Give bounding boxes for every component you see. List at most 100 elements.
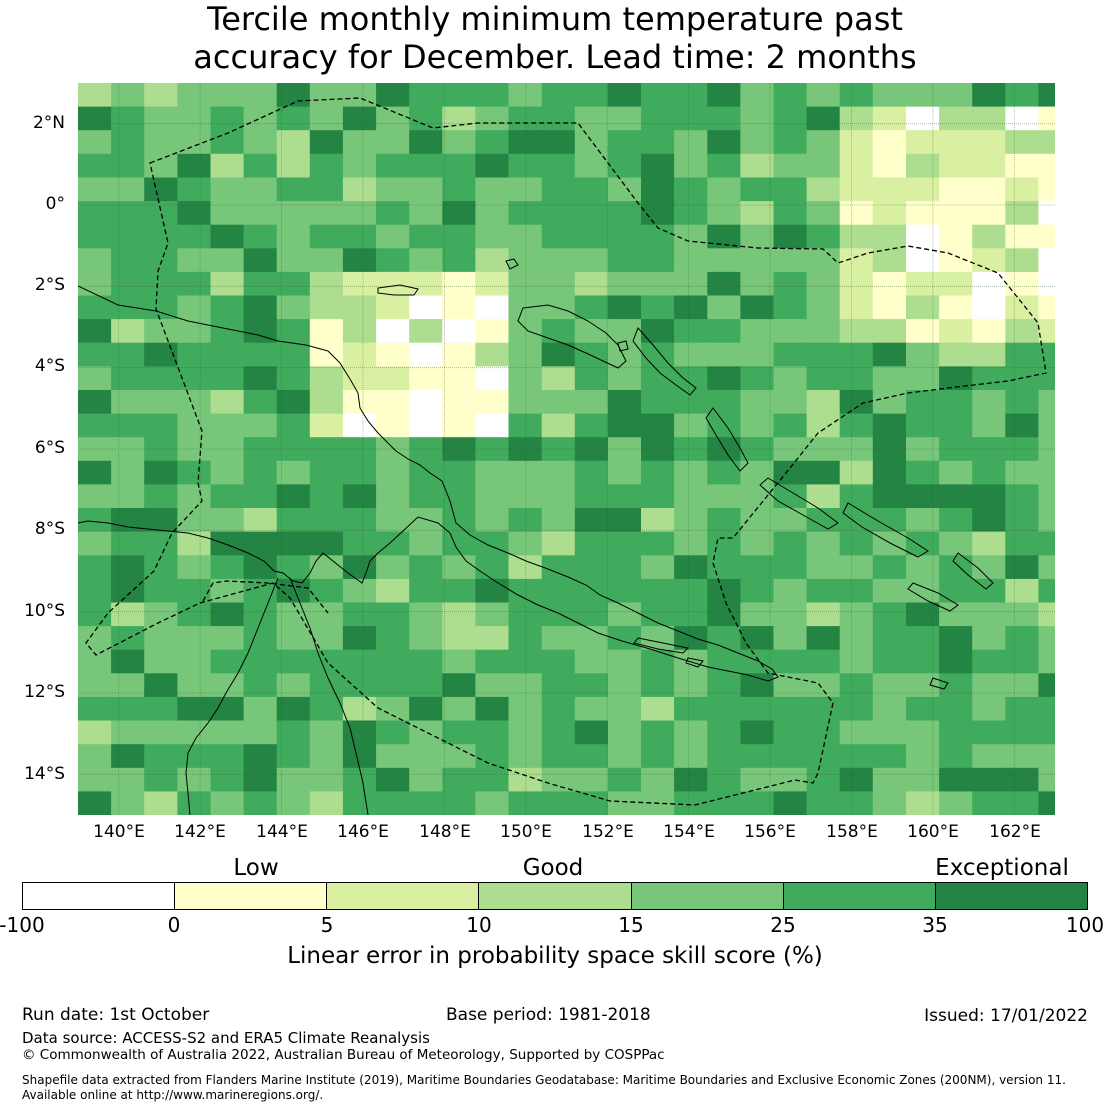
grid-cell <box>1005 696 1039 722</box>
grid-cell <box>111 767 145 792</box>
grid-cell <box>243 744 278 769</box>
grid-cell <box>409 83 443 108</box>
lat-label-12s: 12°S <box>24 682 65 702</box>
grid-cell <box>906 224 940 249</box>
grid-cell <box>906 248 940 273</box>
grid-cell <box>475 696 510 722</box>
grid-cell <box>541 484 576 509</box>
grid-cell <box>442 271 476 297</box>
grid-cell <box>111 366 145 391</box>
grid-cell <box>376 696 410 722</box>
grid-cell <box>111 295 145 320</box>
grid-cell <box>78 437 112 462</box>
grid-cell <box>442 626 476 651</box>
grid-cell <box>276 437 311 462</box>
grid-cell <box>641 437 675 462</box>
grid-cell <box>541 531 576 556</box>
grid-cell <box>508 673 543 698</box>
grid-cell <box>674 153 708 178</box>
grid-cell <box>342 83 377 108</box>
grid-cell <box>872 531 907 556</box>
grid-cell <box>376 201 410 226</box>
grid-cell <box>508 271 543 297</box>
grid-cell <box>409 295 443 320</box>
grid-cell <box>607 366 642 391</box>
grid-cell <box>574 248 609 273</box>
grid-cell <box>508 508 543 533</box>
grid-cell <box>641 696 675 722</box>
grid-cell <box>210 696 245 722</box>
grid-cell <box>442 224 476 249</box>
grid-cell <box>1038 791 1055 815</box>
grid-cell <box>409 130 443 155</box>
grid-cell <box>243 248 278 273</box>
grid-cell <box>839 153 874 178</box>
grid-cell <box>309 390 344 415</box>
grid-cell <box>740 767 775 792</box>
grid-cell <box>641 153 675 178</box>
grid-cell <box>872 626 907 651</box>
colorbar-segment-4 <box>479 883 632 909</box>
grid-cell <box>342 248 377 273</box>
grid-cell <box>144 366 178 391</box>
grid-cell <box>1038 744 1055 769</box>
grid-cell <box>1038 484 1055 509</box>
grid-cell <box>806 295 841 320</box>
grid-cell <box>210 201 245 226</box>
grid-cell <box>342 177 377 202</box>
grid-cell <box>243 460 278 485</box>
issued-date: Issued: 17/01/2022 <box>924 1006 1088 1026</box>
grid-cell <box>541 130 576 155</box>
grid-cell <box>508 744 543 769</box>
lon-label-146e: 146°E <box>337 822 389 842</box>
grid-cell <box>872 248 907 273</box>
grid-cell <box>376 673 410 698</box>
grid-cell <box>508 201 543 226</box>
grid-cell <box>210 602 245 627</box>
grid-cell <box>177 177 212 202</box>
grid-cell <box>541 366 576 391</box>
grid-cell <box>342 508 377 533</box>
grid-cell <box>409 437 443 462</box>
grid-cell <box>574 555 609 580</box>
colorbar-tick-10: 10 <box>466 913 492 937</box>
grid-cell <box>1038 696 1055 722</box>
grid-cell <box>839 295 874 320</box>
grid-cell <box>144 649 178 674</box>
grid-cell <box>210 413 245 438</box>
grid-cell <box>111 201 145 226</box>
grid-cell <box>740 413 775 438</box>
lat-label-0: 0° <box>45 194 65 214</box>
grid-cell <box>541 413 576 438</box>
grid-cell <box>376 791 410 815</box>
grid-cell <box>541 578 576 604</box>
grid-cell <box>839 484 874 509</box>
colorbar-segment-7 <box>935 883 1087 909</box>
grid-cell <box>309 201 344 226</box>
grid-cell <box>111 130 145 155</box>
grid-cell <box>78 744 112 769</box>
cape-york-east-coastline <box>289 577 369 815</box>
grid-cell <box>872 413 907 438</box>
grid-cell <box>342 673 377 698</box>
grid-cell <box>906 649 940 674</box>
grid-cell <box>144 153 178 178</box>
grid-cell <box>442 649 476 674</box>
grid-cell <box>574 744 609 769</box>
grid-cell <box>773 342 808 367</box>
grid-cell <box>972 626 1006 651</box>
grid-cell <box>111 177 145 202</box>
grid-cell <box>177 602 212 627</box>
grid-cell <box>674 484 708 509</box>
grid-cell <box>872 342 907 367</box>
grid-cell <box>972 366 1006 391</box>
grid-cell <box>740 744 775 769</box>
grid-cell <box>409 720 443 745</box>
grid-cell <box>210 271 245 297</box>
grid-cell <box>276 720 311 745</box>
grid-cell <box>309 413 344 438</box>
grid-cell <box>1005 460 1039 485</box>
grid-cell <box>574 460 609 485</box>
grid-cell <box>707 342 741 367</box>
colorbar-title: Linear error in probability space skill … <box>287 943 823 969</box>
